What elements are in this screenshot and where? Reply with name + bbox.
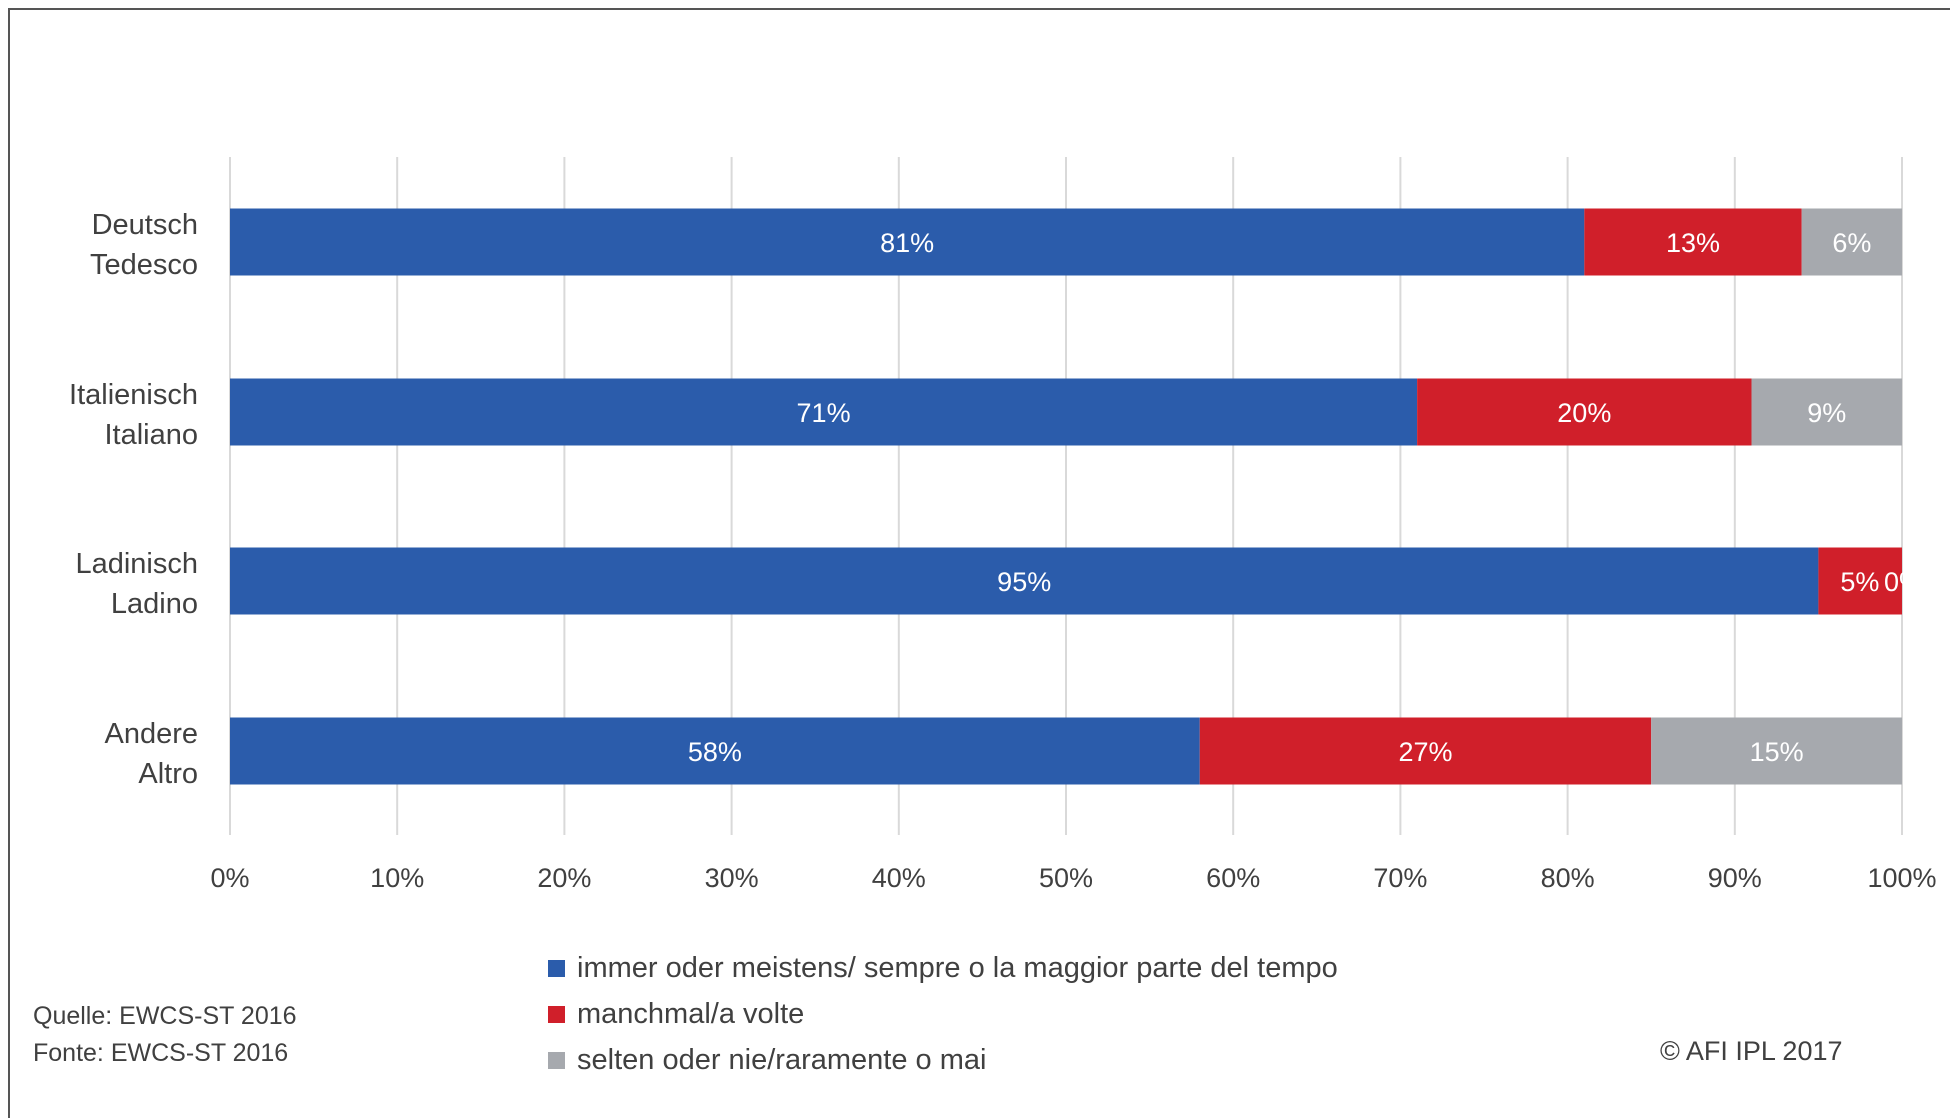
category-label: Ladinisch [75, 548, 198, 580]
category-label: Ladino [111, 588, 198, 620]
legend-swatch-rarely [548, 1051, 565, 1069]
x-tick-label: 60% [1206, 863, 1260, 893]
bar-segment [1417, 378, 1752, 446]
category-label: Italiano [104, 419, 198, 451]
x-tick-label: 80% [1541, 863, 1595, 893]
category-label: Tedesco [90, 249, 198, 281]
data-label: 71% [797, 398, 851, 428]
legend-label-sometimes: manchmal/a volte [577, 997, 805, 1030]
bar-segment [230, 547, 1819, 615]
legend-item-rarely: selten oder nie/raramente o mai [548, 1037, 1338, 1083]
data-label: 20% [1557, 398, 1611, 428]
data-label: 27% [1398, 737, 1452, 767]
x-tick-label: 40% [872, 863, 926, 893]
data-label: 15% [1750, 737, 1804, 767]
category-label: Italienisch [69, 379, 198, 411]
bar-segment [230, 717, 1200, 785]
legend-item-sometimes: manchmal/a volte [548, 991, 1338, 1037]
x-tick-label: 10% [370, 863, 424, 893]
bar-segment [1651, 717, 1902, 785]
bar-segment [1801, 208, 1902, 276]
x-tick-label: 90% [1708, 863, 1762, 893]
x-tick-label: 0% [210, 863, 249, 893]
data-label: 9% [1807, 398, 1846, 428]
legend-item-always: immer oder meistens/ sempre o la maggior… [548, 945, 1338, 991]
copyright-note: © AFI IPL 2017 [1660, 1036, 1843, 1066]
bar-segment [1818, 547, 1902, 615]
data-label: 13% [1666, 228, 1720, 258]
legend-swatch-sometimes [548, 1005, 565, 1023]
data-label: 0% [1884, 567, 1923, 597]
legend-label-rarely: selten oder nie/raramente o mai [577, 1043, 987, 1076]
bar-segment [230, 208, 1585, 276]
bar-segment [1199, 717, 1652, 785]
chart-frame [8, 8, 1950, 1118]
x-tick-label: 30% [705, 863, 759, 893]
data-label: 5% [1840, 567, 1879, 597]
bar-segment [1751, 378, 1902, 446]
bar-segment [230, 378, 1418, 446]
data-label: 95% [997, 567, 1051, 597]
data-label: 6% [1832, 228, 1871, 258]
category-label: Altro [138, 758, 198, 790]
x-tick-label: 70% [1373, 863, 1427, 893]
data-label: 81% [880, 228, 934, 258]
x-tick-label: 100% [1867, 863, 1936, 893]
bar-segment [1584, 208, 1802, 276]
source-line-it: Fonte: EWCS-ST 2016 [33, 1039, 289, 1067]
source-note: Quelle: EWCS-ST 2016 Fonte: EWCS-ST 2016 [33, 998, 297, 1072]
source-line-de: Quelle: EWCS-ST 2016 [33, 1002, 297, 1030]
legend-swatch-always [548, 959, 565, 977]
category-label: Deutsch [92, 209, 198, 241]
x-tick-label: 20% [537, 863, 591, 893]
data-label: 58% [688, 737, 742, 767]
legend-label-always: immer oder meistens/ sempre o la maggior… [577, 951, 1338, 984]
legend: immer oder meistens/ sempre o la maggior… [548, 945, 1338, 1083]
category-label: Andere [104, 718, 198, 750]
x-tick-label: 50% [1039, 863, 1093, 893]
